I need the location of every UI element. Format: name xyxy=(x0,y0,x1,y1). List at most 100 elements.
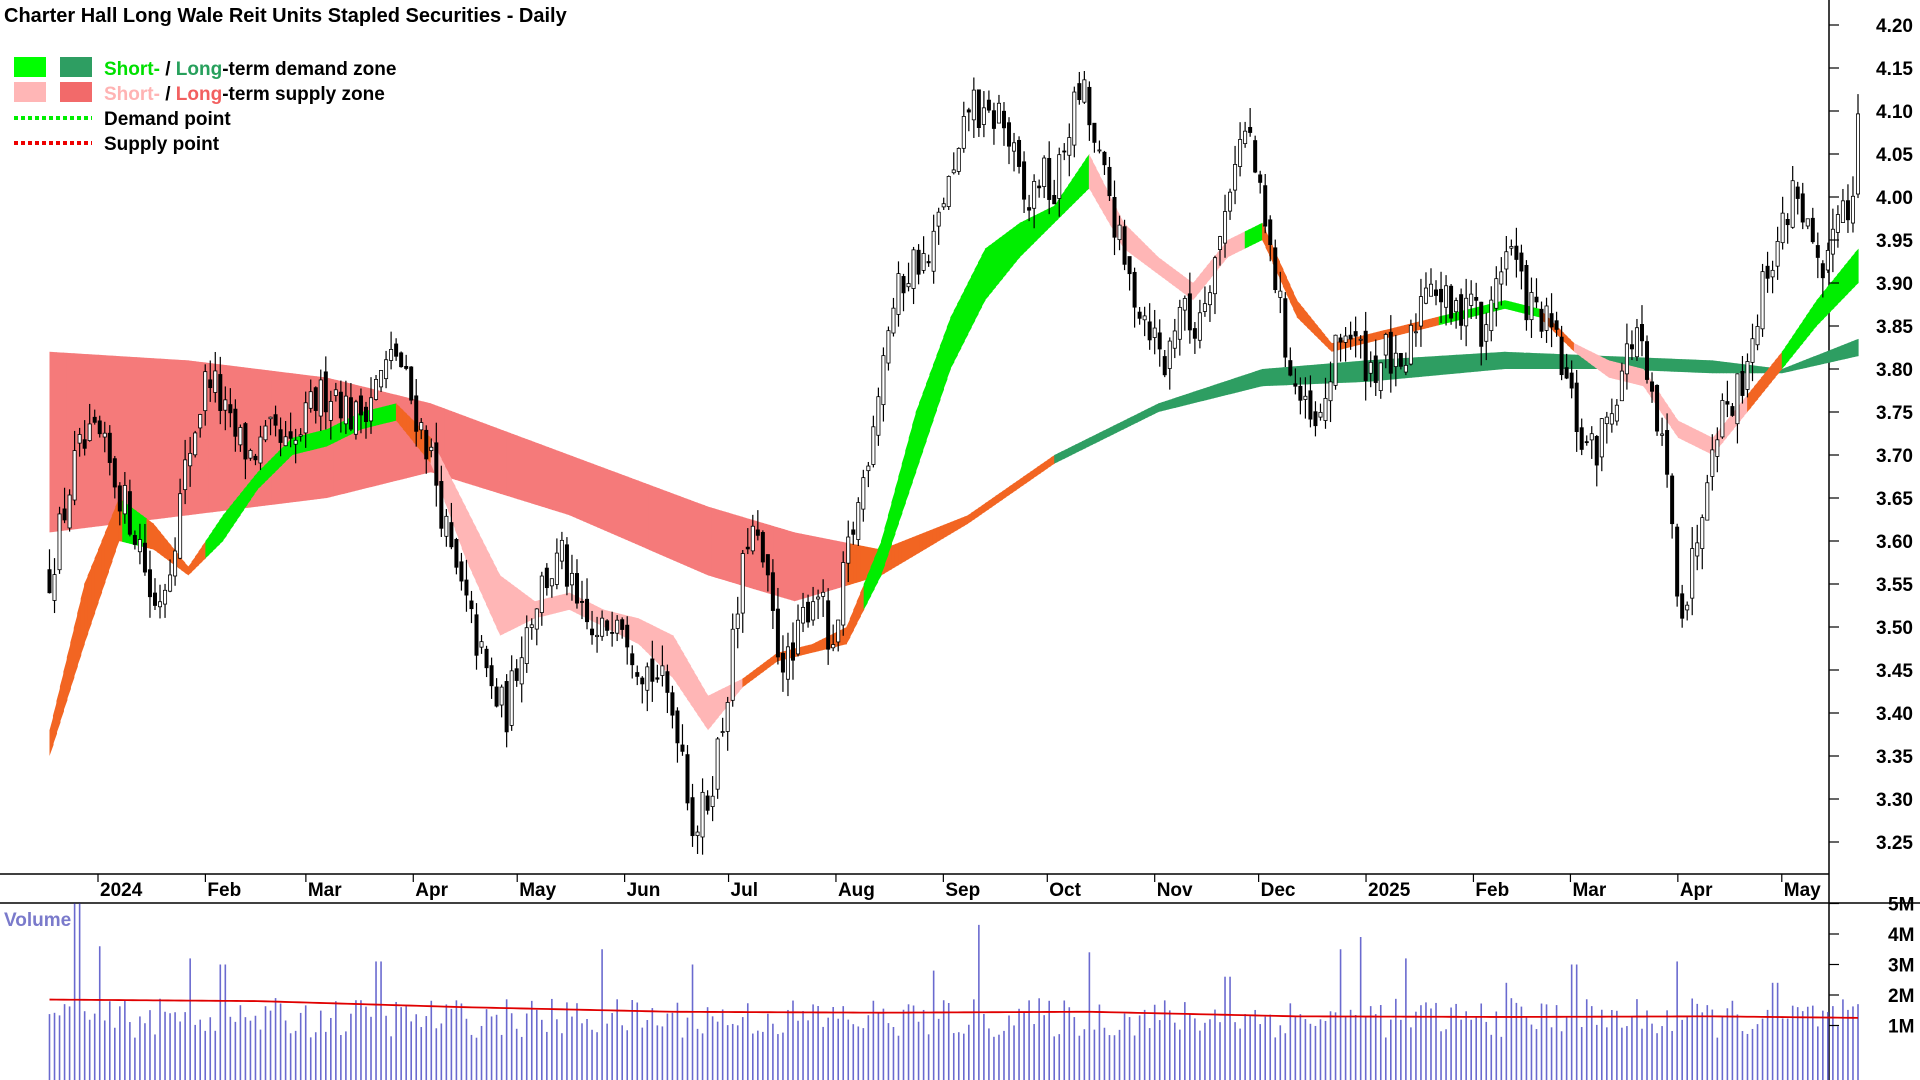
candle-body xyxy=(740,553,745,614)
candle-body xyxy=(1288,360,1293,376)
long-term-zone-segment xyxy=(832,539,837,590)
long-term-zone-segment xyxy=(1802,359,1807,369)
long-term-zone-segment xyxy=(1279,367,1284,386)
candle-body xyxy=(534,608,539,630)
candle xyxy=(936,207,941,245)
long-term-zone-segment xyxy=(829,539,834,591)
candle-body xyxy=(876,396,881,436)
candle xyxy=(117,482,122,526)
candle-body xyxy=(1418,296,1423,327)
candle-body xyxy=(549,578,554,587)
short-term-zone-segment xyxy=(1767,364,1772,387)
short-term-zone-segment xyxy=(1854,248,1859,287)
long-term-zone-segment xyxy=(853,544,858,584)
candle-body xyxy=(1077,83,1082,101)
short-term-zone-segment xyxy=(714,690,719,722)
candle xyxy=(901,273,906,312)
short-term-zone-segment xyxy=(1826,283,1831,316)
long-term-zone-segment xyxy=(1123,418,1128,430)
candle-body xyxy=(464,579,469,596)
short-term-zone-segment xyxy=(1501,300,1506,310)
candle xyxy=(1715,427,1720,473)
short-term-zone-segment xyxy=(596,606,601,626)
candle-body xyxy=(1730,406,1735,416)
short-term-zone-segment xyxy=(718,688,723,718)
candle xyxy=(861,469,866,522)
short-term-zone-segment xyxy=(531,598,536,621)
candle-body xyxy=(1047,157,1052,200)
candle xyxy=(193,430,198,458)
candle xyxy=(896,261,901,327)
candle-body xyxy=(504,681,509,733)
candle xyxy=(966,107,971,132)
long-term-zone-segment xyxy=(697,502,702,573)
candle-body xyxy=(765,554,770,576)
short-term-zone-segment xyxy=(669,633,674,679)
long-term-zone-segment xyxy=(700,504,705,574)
candle xyxy=(1725,380,1730,418)
candle-body xyxy=(1574,382,1579,433)
long-term-zone-segment xyxy=(635,479,640,546)
candle xyxy=(1675,523,1680,607)
long-term-zone-segment xyxy=(1653,357,1658,372)
candle-body xyxy=(1464,297,1469,327)
candle xyxy=(484,645,489,678)
candle-body xyxy=(223,399,228,411)
short-term-zone-segment xyxy=(1192,278,1197,301)
candle-body xyxy=(1835,214,1840,233)
long-term-zone-segment xyxy=(621,474,626,540)
candle-body xyxy=(911,249,916,289)
short-term-zone-segment xyxy=(49,715,54,756)
short-term-zone-segment xyxy=(260,465,265,486)
candle-body xyxy=(82,439,87,449)
long-term-zone-segment xyxy=(912,535,917,557)
candle-body xyxy=(966,109,971,113)
candle-body xyxy=(861,477,866,510)
month-tick-label: Apr xyxy=(415,880,448,901)
long-term-zone-segment xyxy=(1823,351,1828,364)
candle-body xyxy=(645,666,650,691)
short-term-zone-segment xyxy=(1518,303,1523,314)
long-term-zone-segment xyxy=(1320,363,1326,384)
short-term-zone-segment xyxy=(915,402,920,473)
candle-body xyxy=(705,795,710,811)
long-term-zone-segment xyxy=(856,544,861,583)
candle-body xyxy=(303,402,308,434)
long-term-zone-segment xyxy=(683,497,688,567)
candle xyxy=(1720,393,1725,439)
candle xyxy=(1845,184,1850,233)
short-term-zone-segment xyxy=(1050,205,1055,227)
candle-body xyxy=(424,429,429,460)
long-term-zone-segment xyxy=(680,496,685,565)
candle xyxy=(554,538,559,590)
short-term-zone-segment xyxy=(267,458,272,480)
short-term-zone-segment xyxy=(70,627,75,689)
short-term-zone-segment xyxy=(1442,314,1447,325)
short-term-zone-segment xyxy=(1126,226,1132,254)
long-term-zone-segment xyxy=(63,352,68,531)
short-term-zone-segment xyxy=(1435,316,1440,326)
short-term-zone-segment xyxy=(655,627,660,665)
candle xyxy=(981,91,986,138)
long-term-zone-segment xyxy=(1691,359,1696,373)
candle-body xyxy=(1007,122,1012,147)
candle-body xyxy=(710,795,715,807)
long-term-zone-segment xyxy=(1670,358,1675,372)
candle-body xyxy=(750,525,755,552)
candle xyxy=(1393,334,1398,387)
candle xyxy=(826,588,831,665)
short-term-zone-segment xyxy=(1244,229,1249,249)
long-term-zone-segment xyxy=(149,358,155,520)
short-term-zone-segment xyxy=(1147,246,1152,270)
candle xyxy=(1137,307,1142,325)
long-term-zone-segment xyxy=(891,544,896,570)
candle xyxy=(1800,182,1805,230)
long-term-zone-segment xyxy=(1050,455,1055,467)
candle-body xyxy=(459,561,464,582)
candle-body xyxy=(1343,335,1348,343)
long-term-zone-segment xyxy=(957,517,962,530)
short-term-zone-segment xyxy=(510,583,515,631)
candle xyxy=(1027,194,1032,222)
candle xyxy=(1454,297,1459,329)
candle-body xyxy=(1238,139,1243,167)
